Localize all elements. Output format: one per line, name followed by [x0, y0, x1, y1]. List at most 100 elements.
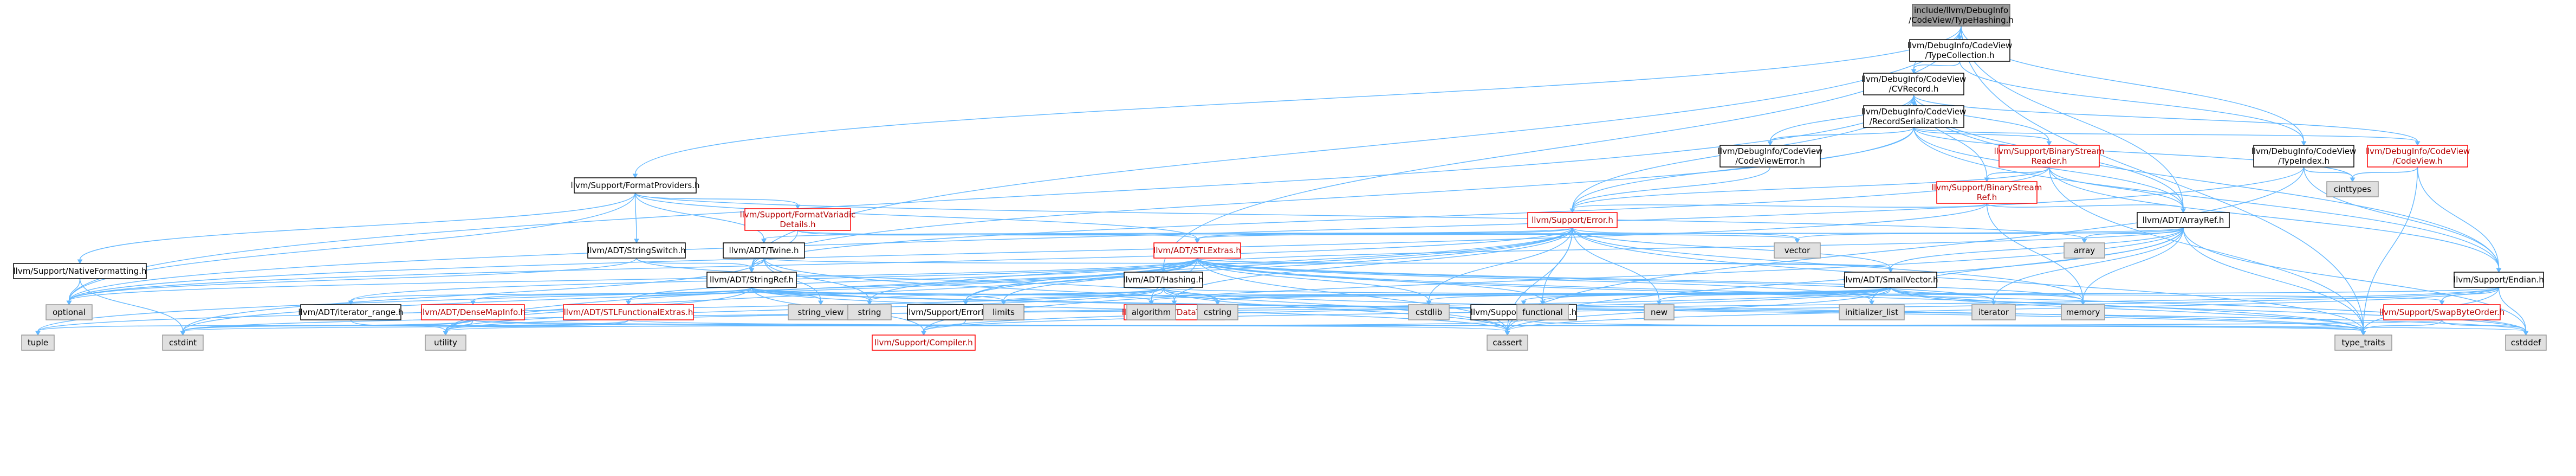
node-box-formatvariadic	[744, 208, 851, 231]
edge-stringswitch-to-optional	[68, 258, 637, 301]
node-typeindex[interactable]: llvm/DebugInfo/CodeView/TypeIndex.h	[2251, 145, 2357, 168]
node-box-typecollection	[1909, 39, 2010, 62]
node-box-stlfunctional	[563, 304, 694, 320]
node-box-densemapinfo	[421, 304, 525, 320]
node-endian[interactable]: llvm/Support/Endian.h	[2454, 272, 2544, 288]
edge-arrowhead-smallvector-to-functional	[1540, 300, 1546, 306]
node-box-smallvector	[1844, 272, 1937, 288]
node-densemapinfo[interactable]: llvm/ADT/DenseMapInfo.h	[420, 304, 525, 320]
edge-arrowhead-typecollection-to-cvrecord	[1911, 69, 1917, 74]
edge-error-to-optional	[68, 227, 1573, 301]
node-typecollection[interactable]: llvm/DebugInfo/CodeView/TypeCollection.h	[1907, 39, 2013, 62]
edge-codeview-to-cinttypes	[2352, 166, 2418, 178]
edge-arrowhead-formatproviders-to-stringswitch	[634, 239, 639, 244]
node-swapbyteorder[interactable]: llvm/Support/SwapByteOrder.h	[2379, 304, 2505, 320]
edge-arrowhead-root-to-formatproviders	[632, 173, 638, 179]
edge-error-to-new	[1572, 227, 1660, 301]
node-box-limits	[983, 304, 1024, 320]
edge-codevieweerror-to-error	[1572, 166, 1771, 209]
edge-arrayref-to-vector	[1796, 227, 2184, 240]
edge-codeview-to-endian	[2417, 166, 2500, 269]
node-label-utility-0: utility	[434, 338, 457, 348]
node-memory: memory	[2061, 304, 2105, 320]
edge-stlextras-to-iterator	[1197, 258, 1994, 301]
edge-bsreader-to-endian	[2048, 166, 2500, 269]
node-arrayref[interactable]: llvm/ADT/ArrayRef.h	[2137, 212, 2230, 228]
edge-root-to-hashing	[1163, 25, 1962, 269]
edge-recordser-to-codeview	[1913, 127, 2418, 142]
node-label-recordser-0: llvm/DebugInfo/CodeView	[1861, 107, 1967, 117]
node-iterator_range[interactable]: llvm/ADT/iterator_range.h	[298, 304, 404, 320]
edge-root-to-type_traits	[1961, 25, 2364, 332]
edge-arrowhead-formatproviders-to-nativeformatting	[77, 259, 83, 265]
edge-error-to-cstdlib	[1428, 227, 1573, 301]
edge-recordser-to-cinttypes	[1913, 127, 2353, 178]
edge-bsreader-to-arrayref	[2048, 166, 2184, 209]
node-compiler[interactable]: llvm/Support/Compiler.h	[872, 335, 976, 351]
node-formatproviders[interactable]: llvm/Support/FormatProviders.h	[571, 177, 700, 194]
node-box-new	[1644, 304, 1675, 320]
node-stlfunctional[interactable]: llvm/ADT/STLFunctionalExtras.h	[563, 304, 694, 320]
edge-arrowhead-bsref-to-error	[1569, 208, 1575, 214]
node-box-compiler	[872, 335, 976, 351]
edge-arrayref-to-type_traits	[2183, 227, 2364, 332]
node-error[interactable]: llvm/Support/Error.h	[1527, 212, 1618, 228]
node-hashing[interactable]: llvm/ADT/Hashing.h	[1123, 272, 1204, 288]
node-label-initializer_list-0: initializer_list	[1845, 307, 1898, 318]
edge-arrowhead-stringref-to-stlfunctional	[626, 300, 631, 306]
node-cassert: cassert	[1487, 335, 1528, 351]
node-cvrecord[interactable]: llvm/DebugInfo/CodeView/CVRecord.h	[1861, 73, 1967, 95]
node-label-typeindex-0: llvm/DebugInfo/CodeView	[2251, 146, 2357, 156]
node-root[interactable]: include/llvm/DebugInfo/CodeView/TypeHash…	[1909, 4, 2014, 27]
edge-arrowhead-smallvector-to-cstdlib	[1426, 300, 1432, 306]
node-label-nativeformatting-0: llvm/Support/NativeFormatting.h	[13, 266, 146, 276]
node-label-iterator_range-0: llvm/ADT/iterator_range.h	[298, 307, 403, 318]
node-box-algorithm	[1126, 304, 1176, 320]
node-recordser[interactable]: llvm/DebugInfo/CodeView/RecordSerializat…	[1861, 105, 1967, 128]
edge-recordser-to-stringref	[751, 127, 1915, 269]
edge-arrowhead-smallvector-to-initializer_list	[1869, 300, 1874, 306]
node-box-utility	[425, 335, 466, 351]
edge-stlfunctional-to-cstdint	[182, 319, 629, 332]
node-stringswitch[interactable]: llvm/ADT/StringSwitch.h	[587, 242, 686, 259]
node-label-bsreader-0: llvm/Support/BinaryStream	[1994, 146, 2105, 156]
node-iterator: iterator	[1971, 304, 2016, 320]
edge-arrayref-to-array	[2084, 227, 2184, 240]
node-nativeformatting[interactable]: llvm/Support/NativeFormatting.h	[13, 263, 147, 279]
node-twine[interactable]: llvm/ADT/Twine.h	[723, 242, 805, 259]
node-smallvector[interactable]: llvm/ADT/SmallVector.h	[1843, 272, 1938, 288]
node-box-cassert	[1487, 335, 1528, 351]
node-stringref[interactable]: llvm/ADT/StringRef.h	[706, 272, 797, 288]
node-vector: vector	[1774, 242, 1821, 259]
node-label-iterator-0: iterator	[1978, 307, 2009, 317]
node-label-cstdint-0: cstdint	[169, 338, 197, 348]
edge-densemapinfo-to-tuple	[37, 319, 473, 332]
node-label-cvrecord-1: /CVRecord.h	[1889, 84, 1939, 94]
edge-error-to-datatypes	[1173, 227, 1573, 301]
edge-formatproviders-to-stlextras	[634, 192, 1198, 240]
edge-arrowhead-typetraits_llvm-to-utility	[443, 331, 449, 336]
node-label-compiler-0: llvm/Support/Compiler.h	[874, 338, 973, 348]
node-codeview[interactable]: llvm/DebugInfo/CodeView/CodeView.h	[2365, 145, 2470, 168]
node-stlextras[interactable]: llvm/ADT/STLExtras.h	[1153, 242, 1241, 259]
edge-typeindex-to-endian	[2303, 166, 2500, 269]
edge-swapbyteorder-to-cstdint	[182, 319, 2443, 332]
node-box-array	[2064, 242, 2105, 259]
node-tuple: tuple	[21, 335, 55, 351]
node-box-functional	[1516, 304, 1569, 320]
edge-arrowhead-formatproviders-to-formatvariadic	[795, 204, 801, 210]
node-label-algorithm-0: algorithm	[1132, 307, 1171, 317]
node-label-stlextras-0: llvm/ADT/STLExtras.h	[1153, 246, 1241, 255]
node-codevieweerror[interactable]: llvm/DebugInfo/CodeView/CodeViewError.h	[1718, 145, 1823, 168]
node-box-codeview	[2367, 145, 2468, 168]
node-label-limits-0: limits	[992, 307, 1015, 317]
node-box-cstring	[1197, 304, 1238, 320]
node-box-cstddef	[2505, 335, 2547, 351]
node-label-recordser-1: /RecordSerialization.h	[1870, 117, 1958, 126]
edge-endian-to-cstdint	[182, 287, 2500, 332]
node-cstring: cstring	[1197, 304, 1238, 320]
node-label-stringswitch-0: llvm/ADT/StringSwitch.h	[587, 246, 686, 255]
